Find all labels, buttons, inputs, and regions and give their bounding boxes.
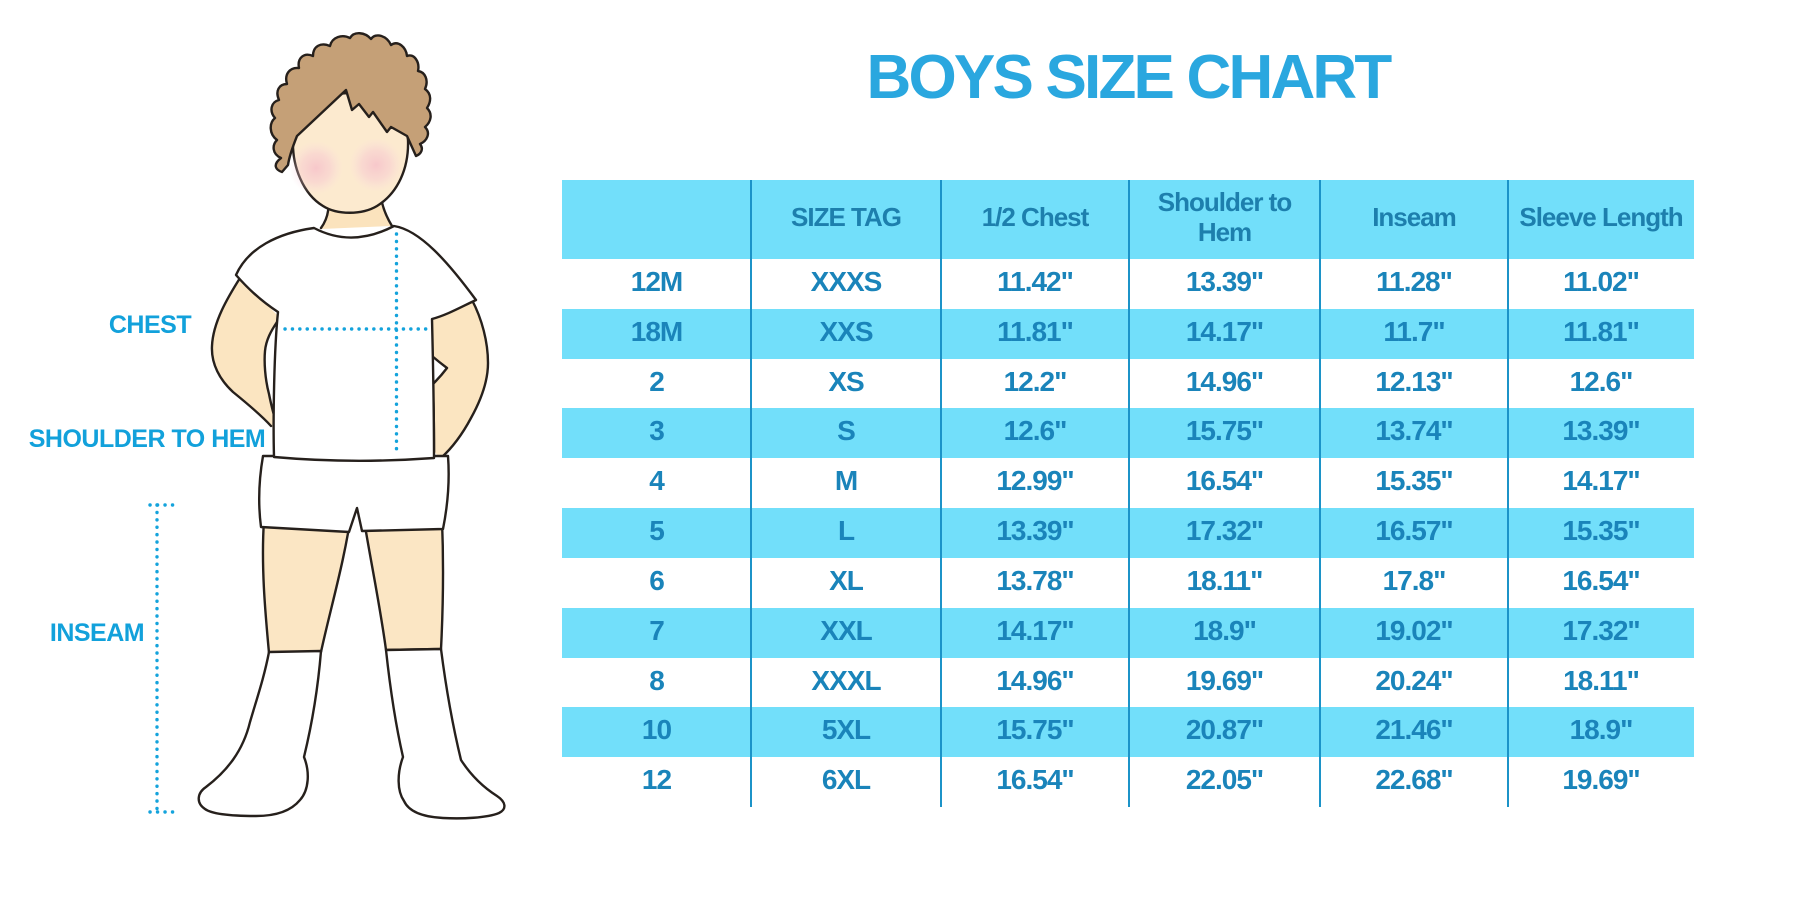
svg-text:INSEAM: INSEAM <box>50 619 144 647</box>
svg-text:CHEST: CHEST <box>109 311 191 339</box>
svg-text:SHOULDER TO HEM: SHOULDER TO HEM <box>29 425 266 453</box>
